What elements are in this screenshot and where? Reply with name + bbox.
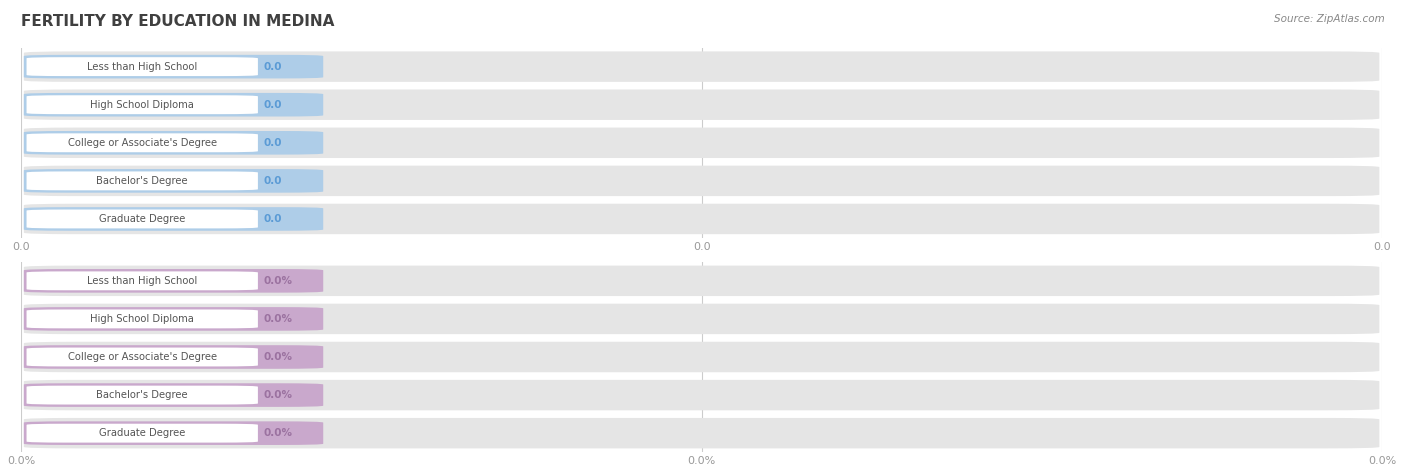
FancyBboxPatch shape	[24, 128, 1379, 158]
FancyBboxPatch shape	[27, 133, 257, 152]
FancyBboxPatch shape	[27, 386, 257, 405]
FancyBboxPatch shape	[24, 418, 1379, 448]
FancyBboxPatch shape	[24, 269, 323, 293]
Text: Graduate Degree: Graduate Degree	[98, 214, 186, 224]
Text: College or Associate's Degree: College or Associate's Degree	[67, 352, 217, 362]
Text: 0.0: 0.0	[263, 214, 281, 224]
FancyBboxPatch shape	[27, 309, 257, 328]
FancyBboxPatch shape	[24, 307, 323, 331]
Text: 0.0%: 0.0%	[263, 276, 292, 286]
FancyBboxPatch shape	[24, 342, 1379, 372]
FancyBboxPatch shape	[24, 304, 1379, 334]
Text: 0.0%: 0.0%	[263, 314, 292, 324]
Text: Source: ZipAtlas.com: Source: ZipAtlas.com	[1274, 14, 1385, 24]
Text: Less than High School: Less than High School	[87, 276, 197, 286]
Text: High School Diploma: High School Diploma	[90, 99, 194, 110]
FancyBboxPatch shape	[24, 89, 1379, 120]
Text: 0.0: 0.0	[263, 61, 281, 72]
FancyBboxPatch shape	[24, 169, 323, 193]
FancyBboxPatch shape	[24, 55, 323, 79]
FancyBboxPatch shape	[24, 421, 323, 445]
FancyBboxPatch shape	[24, 93, 323, 117]
FancyBboxPatch shape	[24, 207, 323, 231]
Text: Bachelor's Degree: Bachelor's Degree	[97, 176, 188, 186]
FancyBboxPatch shape	[24, 166, 1379, 196]
Text: College or Associate's Degree: College or Associate's Degree	[67, 138, 217, 148]
FancyBboxPatch shape	[24, 51, 1379, 82]
Text: 0.0: 0.0	[263, 138, 281, 148]
Text: Less than High School: Less than High School	[87, 61, 197, 72]
FancyBboxPatch shape	[24, 383, 323, 407]
Text: FERTILITY BY EDUCATION IN MEDINA: FERTILITY BY EDUCATION IN MEDINA	[21, 14, 335, 30]
FancyBboxPatch shape	[24, 345, 323, 369]
FancyBboxPatch shape	[27, 95, 257, 114]
FancyBboxPatch shape	[27, 171, 257, 190]
Text: 0.0%: 0.0%	[263, 428, 292, 438]
FancyBboxPatch shape	[24, 131, 323, 155]
Text: 0.0%: 0.0%	[263, 352, 292, 362]
FancyBboxPatch shape	[27, 209, 257, 228]
FancyBboxPatch shape	[27, 347, 257, 367]
FancyBboxPatch shape	[24, 380, 1379, 410]
Text: 0.0: 0.0	[263, 176, 281, 186]
FancyBboxPatch shape	[27, 57, 257, 76]
FancyBboxPatch shape	[27, 424, 257, 443]
Text: Bachelor's Degree: Bachelor's Degree	[97, 390, 188, 400]
Text: Graduate Degree: Graduate Degree	[98, 428, 186, 438]
FancyBboxPatch shape	[27, 271, 257, 290]
FancyBboxPatch shape	[24, 204, 1379, 234]
Text: High School Diploma: High School Diploma	[90, 314, 194, 324]
Text: 0.0: 0.0	[263, 99, 281, 110]
Text: 0.0%: 0.0%	[263, 390, 292, 400]
FancyBboxPatch shape	[24, 266, 1379, 296]
